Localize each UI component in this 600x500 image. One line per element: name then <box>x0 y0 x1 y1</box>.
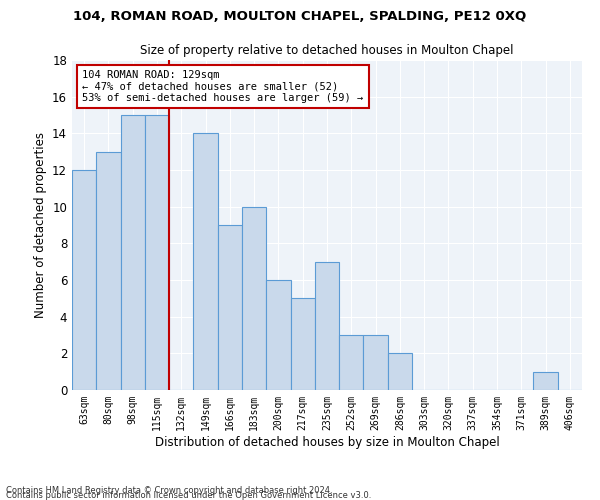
Title: Size of property relative to detached houses in Moulton Chapel: Size of property relative to detached ho… <box>140 44 514 58</box>
Bar <box>315 262 339 390</box>
Bar <box>72 170 96 390</box>
Bar <box>364 335 388 390</box>
Bar <box>121 115 145 390</box>
Text: 104 ROMAN ROAD: 129sqm
← 47% of detached houses are smaller (52)
53% of semi-det: 104 ROMAN ROAD: 129sqm ← 47% of detached… <box>82 70 364 103</box>
Text: Contains HM Land Registry data © Crown copyright and database right 2024.: Contains HM Land Registry data © Crown c… <box>6 486 332 495</box>
Bar <box>145 115 169 390</box>
Bar <box>242 206 266 390</box>
Text: Contains public sector information licensed under the Open Government Licence v3: Contains public sector information licen… <box>6 491 371 500</box>
Text: 104, ROMAN ROAD, MOULTON CHAPEL, SPALDING, PE12 0XQ: 104, ROMAN ROAD, MOULTON CHAPEL, SPALDIN… <box>73 10 527 23</box>
Bar <box>193 134 218 390</box>
X-axis label: Distribution of detached houses by size in Moulton Chapel: Distribution of detached houses by size … <box>155 436 499 448</box>
Bar <box>388 354 412 390</box>
Bar <box>96 152 121 390</box>
Bar <box>290 298 315 390</box>
Bar <box>218 225 242 390</box>
Bar <box>339 335 364 390</box>
Bar <box>533 372 558 390</box>
Y-axis label: Number of detached properties: Number of detached properties <box>34 132 47 318</box>
Bar <box>266 280 290 390</box>
